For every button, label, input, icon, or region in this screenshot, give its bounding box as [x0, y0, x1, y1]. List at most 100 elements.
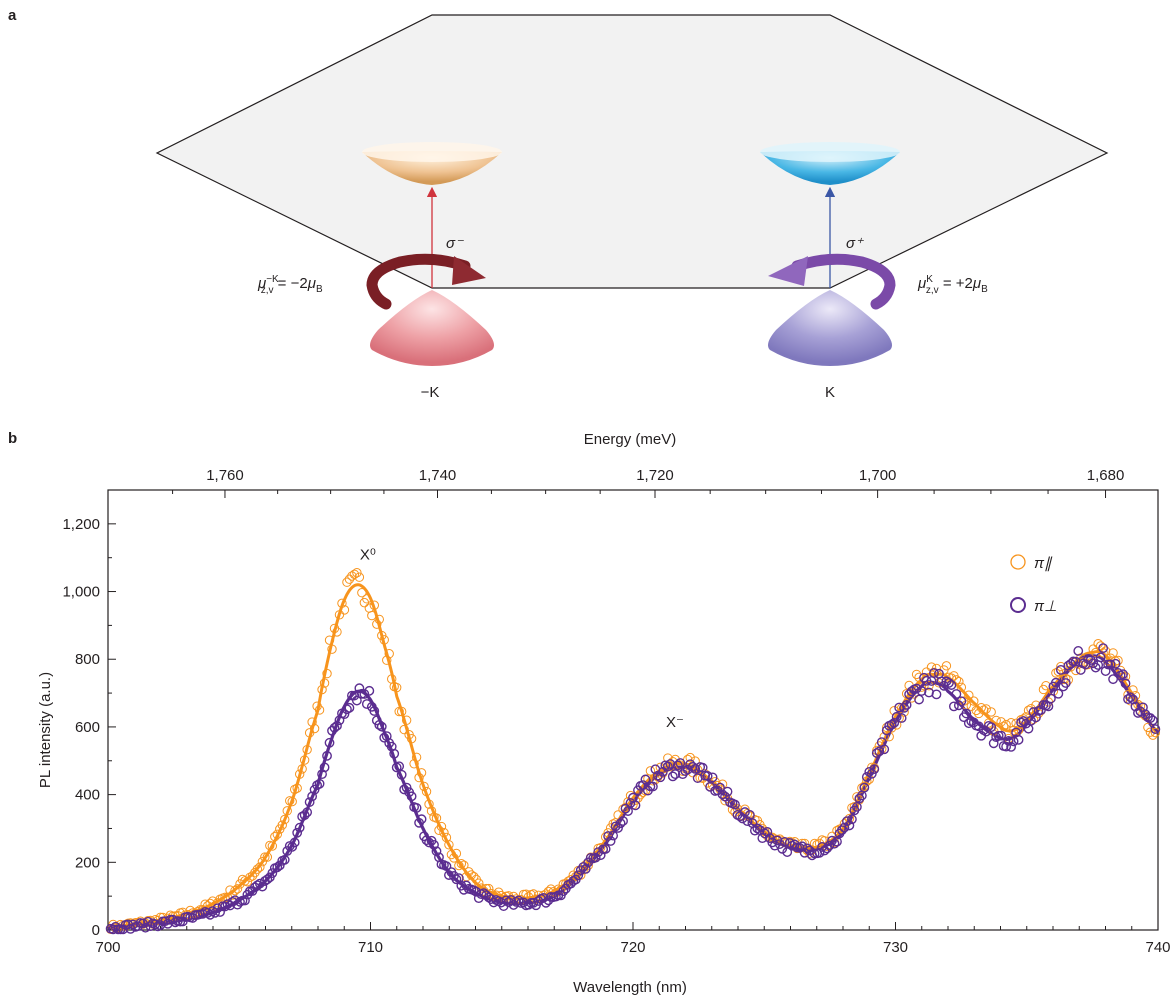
data-point	[1120, 678, 1131, 689]
data-point	[844, 820, 855, 831]
data-point	[232, 884, 243, 894]
data-point	[374, 720, 385, 730]
data-point	[449, 853, 459, 863]
data-point	[523, 899, 534, 910]
data-point	[128, 919, 138, 930]
data-point	[752, 823, 763, 834]
data-point	[847, 814, 857, 825]
data-point	[270, 831, 280, 842]
data-point	[861, 772, 872, 782]
data-point	[1125, 696, 1136, 706]
legend-marker	[1010, 554, 1026, 570]
data-point	[230, 885, 240, 896]
data-point	[339, 709, 350, 720]
data-point	[690, 763, 701, 774]
data-point	[396, 706, 407, 717]
data-point	[879, 732, 889, 742]
data-point	[784, 837, 795, 848]
data-point	[337, 598, 347, 609]
data-point	[272, 829, 282, 840]
data-markers	[105, 568, 1161, 935]
data-point	[969, 696, 979, 706]
data-point	[493, 896, 504, 907]
data-point	[416, 814, 427, 825]
data-point	[347, 571, 357, 581]
data-point	[344, 702, 355, 713]
data-point	[645, 766, 656, 776]
data-point	[575, 865, 586, 876]
data-point	[605, 836, 616, 846]
data-point	[667, 771, 678, 782]
data-point	[307, 791, 318, 802]
data-point	[501, 895, 512, 906]
data-point	[444, 870, 454, 880]
data-point	[267, 868, 278, 879]
data-point	[254, 878, 265, 889]
data-point	[822, 843, 832, 854]
y-tick-label: 0	[92, 922, 100, 939]
data-point	[207, 906, 218, 917]
data-point	[297, 764, 307, 774]
data-point	[357, 588, 367, 598]
data-point	[416, 768, 427, 778]
data-point	[242, 877, 253, 887]
left-rotation-loop-icon	[366, 253, 486, 310]
data-point	[421, 786, 432, 797]
data-point	[1100, 646, 1111, 656]
legend-label: π∥	[1034, 555, 1053, 572]
data-point	[352, 568, 362, 578]
data-point	[866, 768, 877, 779]
data-point	[227, 890, 238, 900]
sigma-plus-label: σ⁺	[846, 235, 864, 252]
y-tick-label: 1,200	[62, 516, 100, 533]
data-point	[391, 682, 402, 693]
data-point	[369, 600, 379, 610]
legend-marker	[1010, 597, 1026, 613]
data-point	[518, 897, 529, 908]
data-point	[240, 895, 250, 906]
data-point	[324, 635, 335, 645]
sigma-minus-label: σ⁻	[446, 235, 464, 252]
data-point	[1113, 668, 1123, 678]
data-point	[707, 772, 718, 783]
energy-tick-label: 1,760	[206, 467, 244, 484]
data-point	[672, 760, 683, 771]
data-point	[257, 881, 268, 892]
data-point	[1023, 705, 1034, 716]
data-point	[429, 839, 439, 850]
data-point	[944, 677, 954, 688]
data-point	[274, 860, 285, 871]
data-point	[202, 908, 213, 918]
data-point	[140, 922, 151, 933]
energy-tick-label: 1,700	[859, 467, 897, 484]
data-point	[981, 704, 991, 714]
data-point	[720, 791, 730, 802]
data-point	[1013, 734, 1024, 745]
data-point	[210, 901, 220, 911]
data-point	[837, 825, 847, 836]
data-point	[1073, 659, 1083, 669]
data-point	[1110, 658, 1121, 669]
data-point	[802, 843, 813, 854]
data-point	[367, 610, 377, 621]
peak-label: X⁻	[666, 714, 684, 731]
data-point	[889, 717, 900, 728]
data-point	[931, 689, 942, 700]
data-point	[454, 860, 464, 871]
data-point	[299, 810, 310, 821]
data-point	[901, 700, 912, 710]
data-point	[777, 843, 788, 854]
data-point	[655, 772, 666, 783]
data-point	[996, 730, 1007, 741]
data-point	[287, 796, 297, 807]
data-point	[971, 705, 981, 716]
data-point	[687, 761, 698, 772]
panel-b-label: b	[8, 430, 17, 447]
data-point	[1125, 692, 1136, 703]
right-rotation-loop-icon	[768, 253, 896, 310]
data-point	[886, 719, 897, 730]
data-point	[625, 798, 636, 808]
data-point	[906, 686, 917, 697]
data-point	[881, 725, 892, 736]
data-point	[354, 683, 365, 694]
